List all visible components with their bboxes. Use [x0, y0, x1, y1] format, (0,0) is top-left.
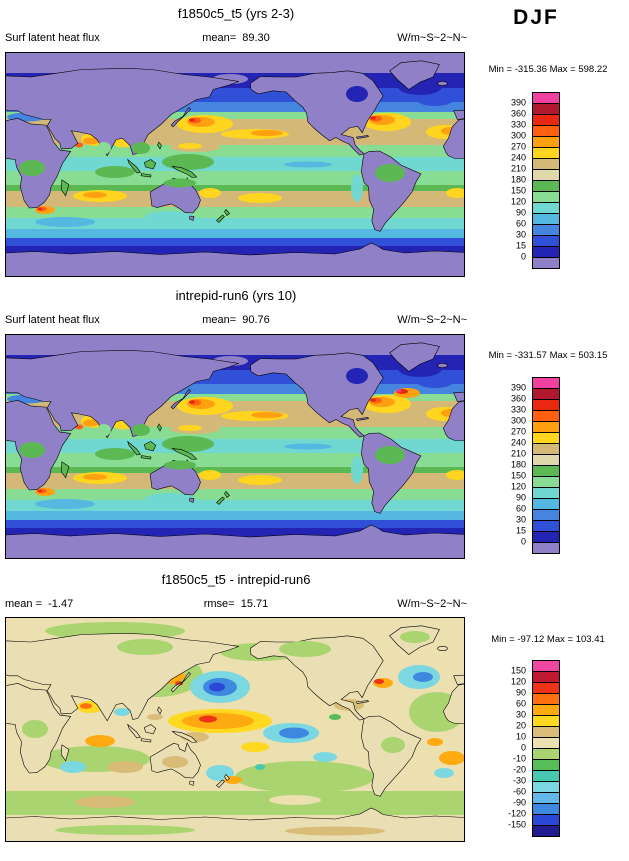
colorbar-tick-label: 360	[510, 108, 526, 119]
colorbar-tick-label: 210	[510, 163, 526, 174]
colorbar-tick-label: -20	[512, 764, 526, 775]
diff-land-anomaly-blobs	[22, 631, 430, 836]
panel2-colorbar: 390 360 330 300 270 240 210 180 150 120 90 60 30 15 0	[470, 377, 626, 555]
panel3-colorbar: 150 120 90 60 30 20 10 0 -10 -20 -30 -60 -90 -120 -150	[470, 660, 626, 838]
colorbar-tick-label: -10	[512, 753, 526, 764]
map-model1-latent-heat-flux	[5, 52, 465, 277]
season-label: DJF	[513, 6, 559, 29]
colorbar-tick-label: 30	[515, 229, 526, 240]
panel1-mean-stat: mean= 89.30	[202, 32, 270, 44]
colorbar-tick-label: 60	[515, 218, 526, 229]
panel2-units-label: W/m~S~2~N~	[397, 314, 467, 326]
colorbar-tick-label: 60	[515, 503, 526, 514]
colorbar-tick-label: 240	[510, 437, 526, 448]
colorbar-tick-label: -30	[512, 775, 526, 786]
colorbar-tick-label: 90	[515, 492, 526, 503]
panel1-minmax: Min = -315.36 Max = 598.22	[488, 64, 608, 75]
colorbar-tick-label: 180	[510, 174, 526, 185]
colorbar-tick-label: 300	[510, 415, 526, 426]
panel1-stats-row: Surf latent heat flux mean= 89.30 W/m~S~…	[5, 32, 467, 46]
colorbar-tick-label: -60	[512, 786, 526, 797]
panel3-mean-stat: mean = -1.47	[5, 598, 74, 610]
colorbar-tick-label: 150	[510, 470, 526, 481]
panel1-variable-label: Surf latent heat flux	[5, 32, 100, 44]
colorbar-tick-label: 300	[510, 130, 526, 141]
colorbar-tick-label: 60	[515, 698, 526, 709]
map3-border	[5, 617, 465, 842]
colorbar-tick-label: 150	[510, 185, 526, 196]
map2-border	[5, 334, 465, 559]
map-model2-latent-heat-flux	[5, 334, 465, 559]
map1-border	[5, 52, 465, 277]
panel2-variable-label: Surf latent heat flux	[5, 314, 100, 326]
map-difference-latent-heat-flux	[5, 617, 465, 842]
colorbar-tick-label: -150	[507, 819, 526, 830]
panel3-units-label: W/m~S~2~N~	[397, 598, 467, 610]
colorbar-tick-label: 120	[510, 676, 526, 687]
colorbar-tick-label: 15	[515, 525, 526, 536]
panel3-stats-row: mean = -1.47 rmse= 15.71 W/m~S~2~N~	[5, 598, 467, 612]
colorbar-box	[532, 257, 560, 269]
panel1-title: f1850c5_t5 (yrs 2-3)	[177, 6, 295, 21]
panel1-units-label: W/m~S~2~N~	[397, 32, 467, 44]
colorbar-tick-label: 30	[515, 709, 526, 720]
colorbar-tick-label: 0	[520, 742, 526, 753]
colorbar-tick-label: 0	[520, 251, 526, 262]
colorbar-tick-label: 330	[510, 404, 526, 415]
colorbar-tick-label: 330	[510, 119, 526, 130]
colorbar-tick-label: 120	[510, 196, 526, 207]
panel3-minmax: Min = -97.12 Max = 103.41	[491, 634, 605, 645]
panel3-title: f1850c5_t5 - intrepid-run6	[161, 572, 311, 587]
panel3-rmse-stat: rmse= 15.71	[203, 598, 269, 610]
panel2-title: intrepid-run6 (yrs 10)	[175, 288, 297, 303]
colorbar-box	[532, 542, 560, 554]
colorbar-tick-label: 90	[515, 687, 526, 698]
colorbar-tick-label: 180	[510, 459, 526, 470]
colorbar-tick-label: 360	[510, 393, 526, 404]
colorbar-tick-label: 90	[515, 207, 526, 218]
colorbar-box	[532, 825, 560, 837]
panel2-mean-stat: mean= 90.76	[202, 314, 270, 326]
colorbar-tick-label: 240	[510, 152, 526, 163]
panel1-colorbar: 390 360 330 300 270 240 210 180 150 120 90 60 30 15 0	[470, 92, 626, 270]
colorbar-tick-label: 30	[515, 514, 526, 525]
panel2-minmax: Min = -331.57 Max = 503.15	[488, 350, 608, 361]
colorbar-tick-label: 150	[510, 665, 526, 676]
colorbar-tick-label: -90	[512, 797, 526, 808]
colorbar-tick-label: 0	[520, 536, 526, 547]
colorbar-tick-label: 210	[510, 448, 526, 459]
colorbar-tick-label: 390	[510, 97, 526, 108]
colorbar-tick-label: 20	[515, 720, 526, 731]
panel2-stats-row: Surf latent heat flux mean= 90.76 W/m~S~…	[5, 314, 467, 328]
colorbar-tick-label: 120	[510, 481, 526, 492]
colorbar-tick-label: 10	[515, 731, 526, 742]
colorbar-tick-label: 270	[510, 426, 526, 437]
map2-extra-contours	[394, 388, 420, 398]
colorbar-tick-label: 15	[515, 240, 526, 251]
colorbar-tick-label: 390	[510, 382, 526, 393]
colorbar-tick-label: -120	[507, 808, 526, 819]
colorbar-tick-label: 270	[510, 141, 526, 152]
